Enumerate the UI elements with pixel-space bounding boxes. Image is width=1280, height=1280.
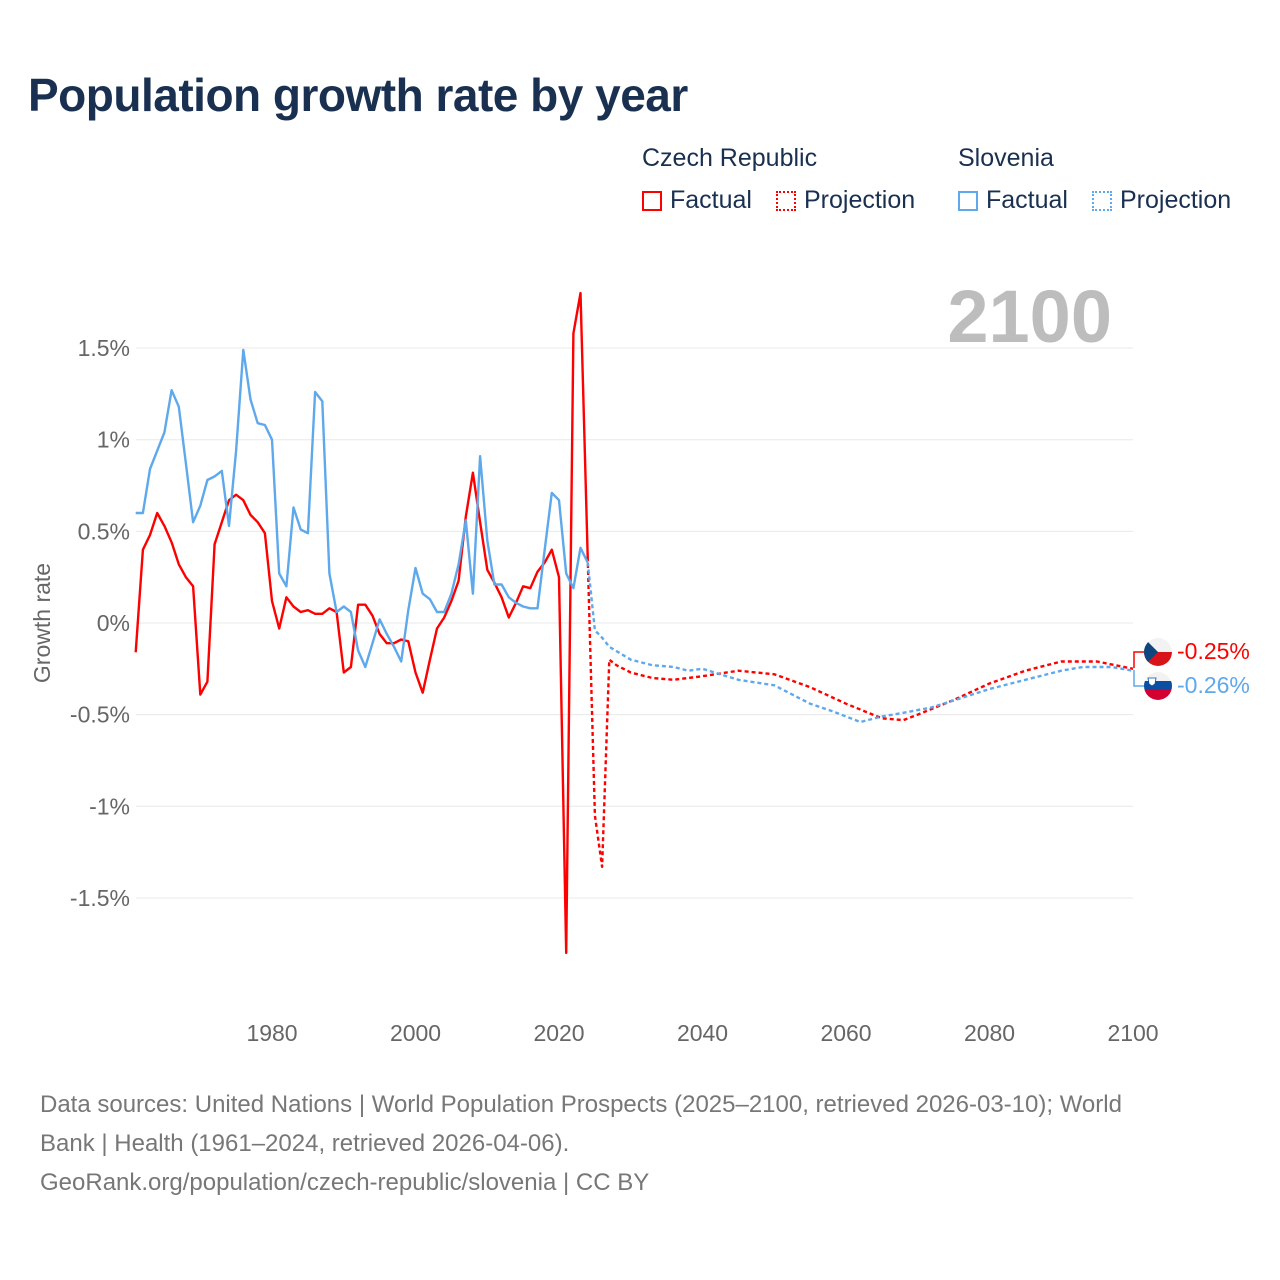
legend-label: Projection [1120, 186, 1232, 214]
footer-sources-line2: Bank | Health (1961–2024, retrieved 2026… [40, 1130, 570, 1157]
legend-swatch-solid [642, 190, 662, 211]
slovenia-flag-icon [1144, 672, 1172, 700]
legend-swatch-dotted [776, 190, 796, 211]
y-tick-label: -0.5% [70, 702, 130, 728]
x-tick-label: 1980 [246, 1020, 297, 1046]
x-tick-label: 2000 [390, 1020, 441, 1046]
chart-title: Population growth rate by year [28, 69, 688, 121]
czech-flag-icon [1144, 638, 1172, 666]
slovenia-end-connector [1133, 670, 1144, 687]
legend-swatch-solid [958, 190, 978, 211]
czech-end-value: -0.25% [1177, 638, 1250, 664]
slovenia-end-value: -0.26% [1177, 672, 1250, 698]
legend-group-slovenia: Slovenia [958, 144, 1054, 172]
footer-attribution-link[interactable]: GeoRank.org/population/czech-republic/sl… [40, 1169, 650, 1196]
current-year-label: 2100 [947, 275, 1112, 358]
y-tick-label: 1.5% [78, 335, 130, 361]
y-tick-label: -1% [89, 793, 130, 819]
y-tick-label: 0% [97, 610, 130, 636]
footer-sources-line1: Data sources: United Nations | World Pop… [40, 1091, 1122, 1118]
y-axis-label: Growth rate [29, 563, 55, 683]
y-tick-label: 0.5% [78, 518, 130, 544]
legend-czech-projection[interactable]: Projection [776, 186, 915, 215]
legend-label: Projection [804, 186, 916, 214]
y-tick-label: 1% [97, 427, 130, 453]
legend-czech-factual[interactable]: Factual [642, 186, 752, 215]
y-tick-label: -1.5% [70, 885, 130, 911]
slovenia-factual-line [135, 348, 589, 669]
legend-label: Factual [986, 186, 1068, 214]
x-tick-label: 2080 [964, 1020, 1015, 1046]
legend-slovenia-factual[interactable]: Factual [958, 186, 1068, 215]
x-tick-label: 2040 [677, 1020, 728, 1046]
slovenia-projection-line [586, 562, 1134, 724]
x-tick-label: 2100 [1107, 1020, 1158, 1046]
czech-republic-projection-line [586, 556, 1134, 868]
legend-swatch-dotted [1092, 190, 1112, 211]
czech-end-connector [1133, 651, 1144, 668]
czech-republic-factual-line [134, 291, 589, 955]
legend-group-czech: Czech Republic [642, 144, 818, 172]
legend-slovenia-projection[interactable]: Projection [1092, 186, 1231, 215]
x-tick-label: 2060 [820, 1020, 871, 1046]
x-tick-label: 2020 [533, 1020, 584, 1046]
legend-label: Factual [670, 186, 752, 214]
